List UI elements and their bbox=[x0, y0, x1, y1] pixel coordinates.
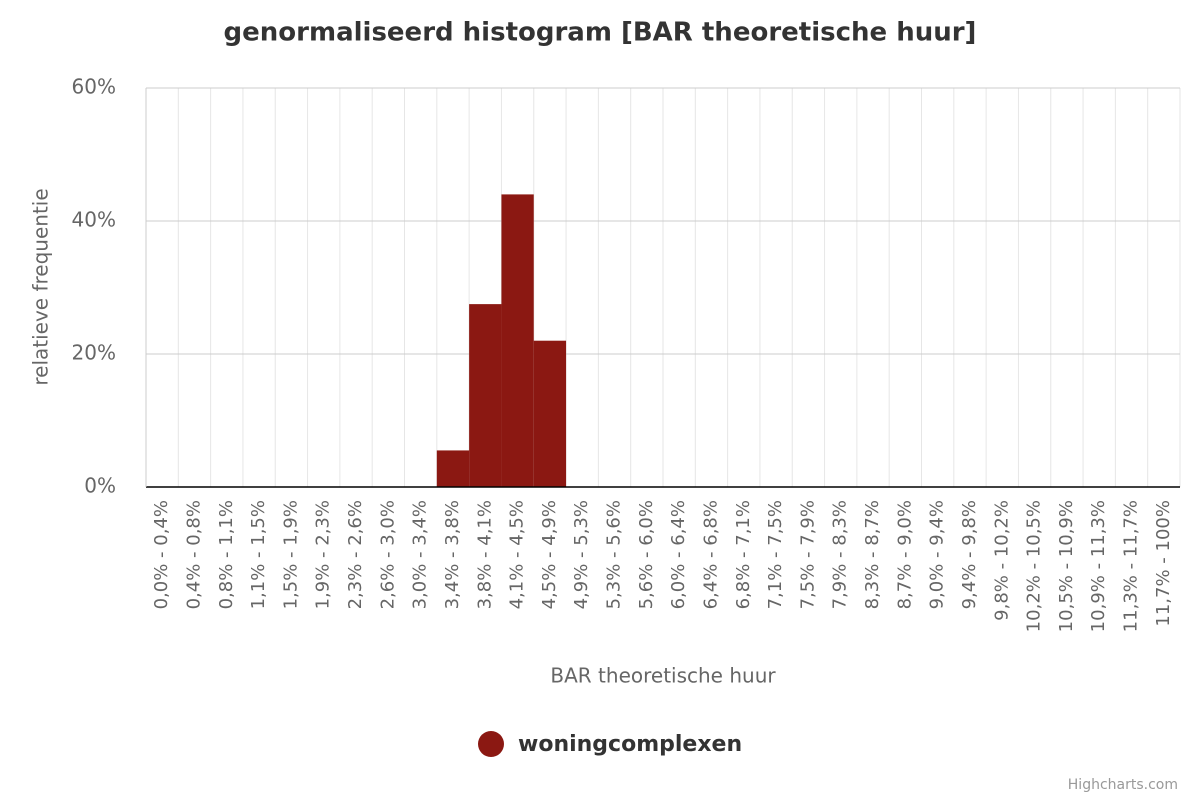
y-axis-title: relatieve frequentie bbox=[29, 188, 53, 385]
x-tick-label: 1,9% - 2,3% bbox=[313, 500, 334, 609]
x-tick-label: 11,3% - 11,7% bbox=[1121, 500, 1142, 632]
x-tick-label: 8,7% - 9,0% bbox=[894, 500, 915, 609]
y-tick-label: 60% bbox=[72, 75, 116, 99]
x-tick-label: 3,0% - 3,4% bbox=[410, 500, 431, 609]
x-axis-title: BAR theoretische huur bbox=[550, 664, 776, 688]
x-tick-label: 7,5% - 7,9% bbox=[797, 500, 818, 609]
x-tick-label: 10,5% - 10,9% bbox=[1056, 500, 1077, 632]
x-tick-label: 4,9% - 5,3% bbox=[571, 500, 592, 609]
x-tick-label: 5,6% - 6,0% bbox=[636, 500, 657, 609]
x-tick-label: 4,5% - 4,9% bbox=[539, 500, 560, 609]
legend-marker bbox=[478, 731, 504, 757]
x-tick-label: 6,4% - 6,8% bbox=[700, 500, 721, 609]
bar bbox=[533, 340, 567, 487]
x-tick-label: 6,8% - 7,1% bbox=[733, 500, 754, 609]
x-tick-label: 8,3% - 8,7% bbox=[862, 500, 883, 609]
x-tick-label: 3,4% - 3,8% bbox=[442, 500, 463, 609]
x-tick-label: 7,1% - 7,5% bbox=[765, 500, 786, 609]
bar bbox=[469, 304, 502, 487]
x-tick-label: 0,8% - 1,1% bbox=[216, 500, 237, 609]
x-tick-label: 6,0% - 6,4% bbox=[668, 500, 689, 609]
x-tick-label: 1,1% - 1,5% bbox=[248, 500, 269, 609]
x-tick-label: 4,1% - 4,5% bbox=[507, 500, 528, 609]
y-tick-label: 40% bbox=[72, 208, 116, 232]
x-tick-label: 9,0% - 9,4% bbox=[927, 500, 948, 609]
x-tick-label: 3,8% - 4,1% bbox=[474, 500, 495, 609]
bar bbox=[436, 450, 470, 487]
x-tick-label: 10,9% - 11,3% bbox=[1088, 500, 1109, 632]
x-tick-label: 0,0% - 0,4% bbox=[151, 500, 172, 609]
bar bbox=[501, 194, 534, 487]
legend-label: woningcomplexen bbox=[518, 732, 742, 757]
y-tick-label: 0% bbox=[84, 474, 116, 498]
x-tick-label: 2,3% - 2,6% bbox=[345, 500, 366, 609]
chart-title: genormaliseerd histogram [BAR theoretisc… bbox=[224, 18, 977, 48]
x-tick-label: 9,8% - 10,2% bbox=[991, 500, 1012, 621]
x-tick-label: 7,9% - 8,3% bbox=[830, 500, 851, 609]
x-tick-label: 11,7% - 100% bbox=[1153, 500, 1174, 627]
x-tick-label: 0,4% - 0,8% bbox=[183, 500, 204, 609]
x-tick-label: 9,4% - 9,8% bbox=[959, 500, 980, 609]
x-tick-label: 10,2% - 10,5% bbox=[1024, 500, 1045, 632]
x-tick-label: 5,3% - 5,6% bbox=[604, 500, 625, 609]
y-tick-label: 20% bbox=[72, 341, 116, 365]
credits: Highcharts.com bbox=[1068, 777, 1178, 793]
x-tick-label: 2,6% - 3,0% bbox=[377, 500, 398, 609]
x-tick-label: 1,5% - 1,9% bbox=[280, 500, 301, 609]
